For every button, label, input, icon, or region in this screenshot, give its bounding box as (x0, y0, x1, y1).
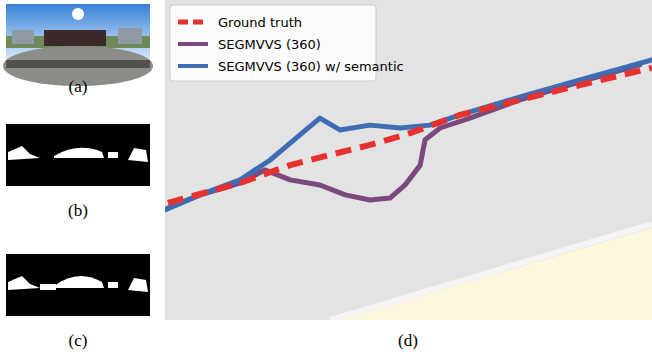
legend-label: SEGMVVS (360) (218, 37, 321, 52)
legend-label: Ground truth (218, 15, 302, 30)
trajectory-line (168, 65, 640, 208)
trajectory-line (168, 68, 652, 203)
figure: (a) (b) (c) (d) Ground truth SEGMVVS (360) SEG… (0, 0, 652, 360)
legend-swatch (178, 64, 208, 68)
plot-area (165, 0, 652, 320)
panel-label: (d) (398, 331, 418, 350)
legend: Ground truth SEGMVVS (360) SEGMVVS (360) w… (170, 5, 404, 81)
panel-label: (b) (68, 201, 88, 220)
legend-swatch (178, 42, 208, 46)
legend-swatch (178, 20, 208, 25)
panel-label: (c) (69, 331, 88, 350)
segmentation-mask (6, 124, 150, 186)
legend-label: SEGMVVS (360) w/ semantic (218, 59, 404, 74)
panorama-image (3, 4, 153, 86)
trajectories (165, 60, 652, 210)
map-background (330, 224, 652, 320)
trajectory-line (165, 60, 652, 210)
segmentation-mask (6, 254, 150, 316)
panel-label: (a) (69, 77, 88, 96)
